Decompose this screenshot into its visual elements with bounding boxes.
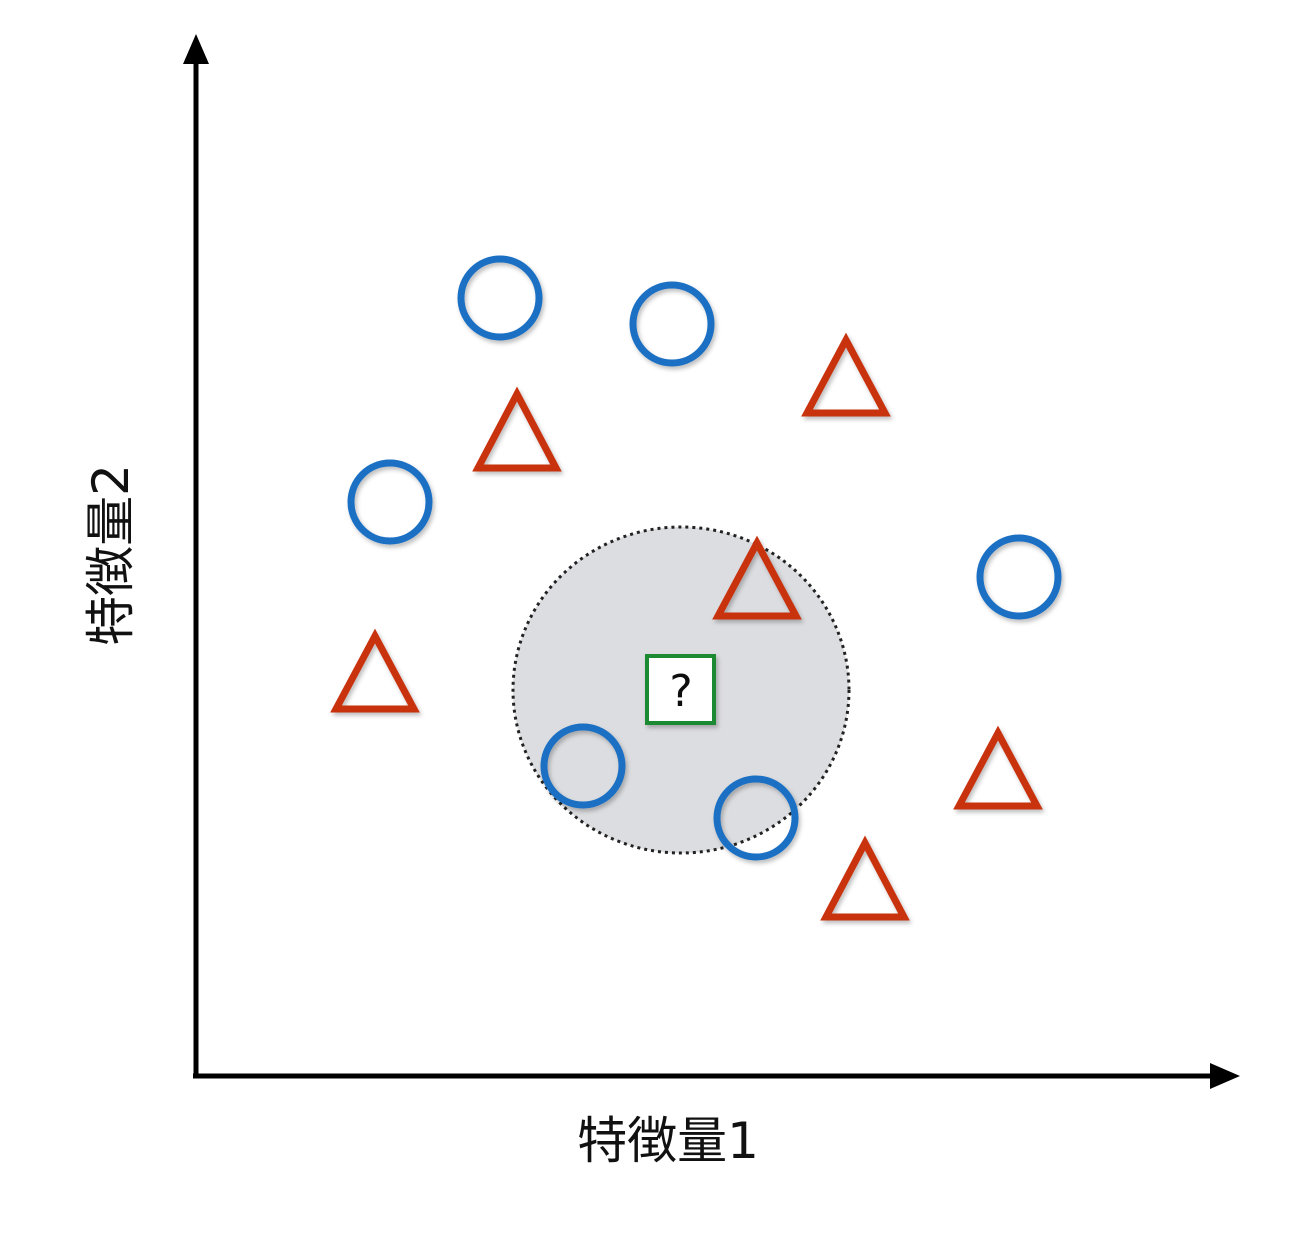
circle-point — [540, 723, 626, 809]
circle-point — [457, 255, 543, 341]
triangle-point — [820, 835, 910, 921]
triangle-point — [801, 332, 891, 417]
triangle-point — [330, 628, 420, 713]
circle-point — [976, 534, 1062, 620]
x-axis-arrow-icon — [1210, 1063, 1240, 1089]
axes — [183, 34, 1240, 1089]
circle-point — [629, 281, 715, 367]
circle-point — [347, 459, 433, 545]
triangle-points — [330, 332, 1043, 921]
triangle-point — [712, 535, 802, 620]
circle-points — [347, 255, 1062, 861]
circle-point — [713, 775, 799, 861]
triangle-point — [472, 386, 562, 472]
query-point: ? — [645, 654, 716, 725]
y-axis-label: 特徴量2 — [82, 464, 140, 646]
triangle-point — [953, 725, 1043, 810]
query-box — [645, 654, 716, 725]
query-label: ? — [669, 666, 692, 717]
x-axis-label: 特徴量1 — [577, 1112, 759, 1170]
y-axis-arrow-icon — [183, 34, 209, 64]
